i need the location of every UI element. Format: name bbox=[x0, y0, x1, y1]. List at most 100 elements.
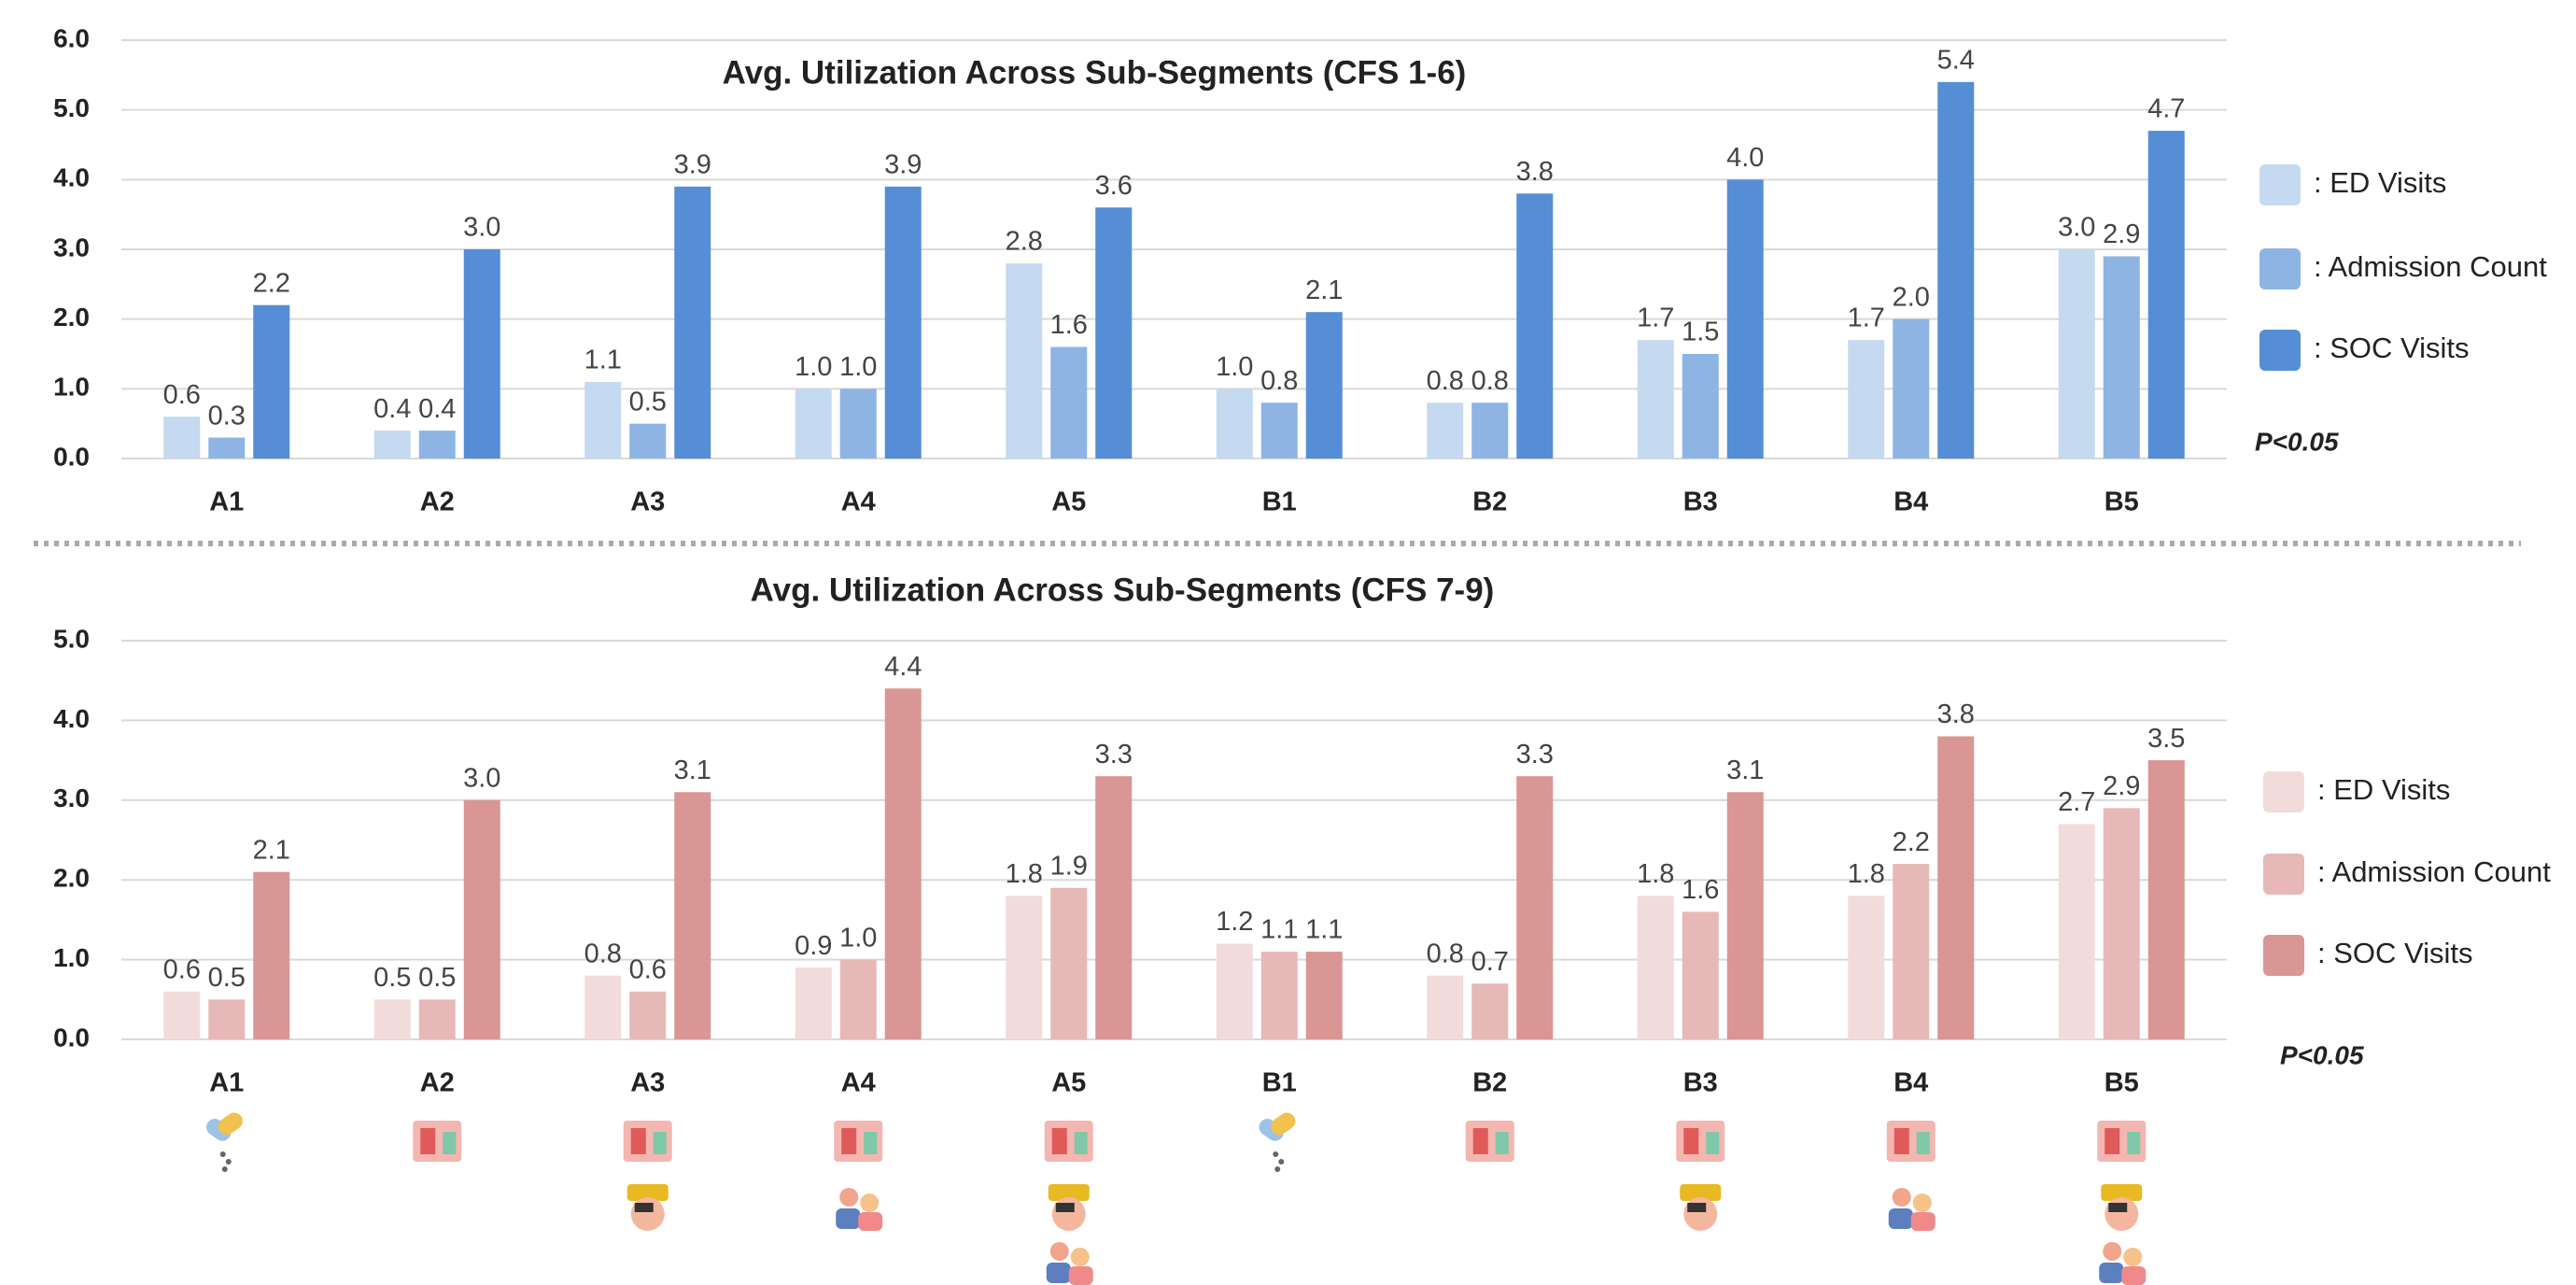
page: Avg. Utilization Across Sub-Segments (CF… bbox=[0, 0, 2576, 1285]
bar bbox=[1095, 776, 1132, 1039]
icon-part bbox=[1473, 1128, 1488, 1154]
icon-people bbox=[2099, 1242, 2146, 1285]
icon-pill bbox=[204, 1109, 246, 1172]
value-label: 0.4 bbox=[373, 394, 411, 424]
bar bbox=[419, 431, 456, 459]
value-label: 3.0 bbox=[463, 213, 500, 243]
icon-part bbox=[220, 1151, 226, 1157]
x-tick-label: A4 bbox=[841, 1068, 876, 1098]
legend-swatch bbox=[2263, 935, 2304, 976]
bar bbox=[1006, 263, 1042, 459]
icon-part bbox=[226, 1159, 232, 1165]
icon-part bbox=[2123, 1248, 2142, 1266]
value-label: 1.0 bbox=[839, 352, 877, 382]
value-label: 3.6 bbox=[1095, 171, 1133, 201]
bar bbox=[1638, 896, 1674, 1039]
icon-hosp bbox=[624, 1121, 672, 1162]
icon-part bbox=[864, 1132, 877, 1154]
icon-part bbox=[836, 1208, 860, 1229]
value-label: 3.3 bbox=[1095, 740, 1133, 770]
bar bbox=[1427, 402, 1463, 459]
bar bbox=[1306, 312, 1343, 459]
icon-hosp bbox=[1045, 1121, 1093, 1162]
value-label: 0.5 bbox=[208, 963, 246, 993]
value-label: 1.2 bbox=[1216, 907, 1253, 937]
value-label: 0.6 bbox=[163, 380, 201, 410]
icon-part bbox=[1683, 1197, 1717, 1231]
icon-face bbox=[1049, 1184, 1090, 1231]
bar bbox=[795, 388, 832, 459]
bar bbox=[1471, 402, 1508, 459]
value-label: 1.6 bbox=[1682, 875, 1719, 905]
value-label: 1.7 bbox=[1637, 304, 1674, 333]
icon-part bbox=[1075, 1132, 1088, 1154]
value-label: 2.1 bbox=[1305, 275, 1343, 305]
icon-part bbox=[1052, 1197, 1086, 1231]
icon-part bbox=[1893, 1188, 1911, 1207]
x-tick-label: A5 bbox=[1051, 487, 1086, 517]
icon-part bbox=[1278, 1159, 1284, 1165]
icon-part bbox=[1911, 1212, 1936, 1231]
value-label: 0.8 bbox=[1471, 366, 1509, 396]
x-tick-label: A2 bbox=[420, 1068, 455, 1098]
bar bbox=[374, 431, 411, 459]
x-tick-label: A4 bbox=[841, 487, 876, 517]
value-label: 0.4 bbox=[418, 394, 456, 424]
bar bbox=[795, 967, 832, 1039]
x-tick-label: B1 bbox=[1262, 487, 1297, 517]
bar bbox=[2059, 249, 2095, 459]
bar bbox=[1261, 402, 1298, 459]
legend-swatch bbox=[2263, 854, 2304, 895]
bar bbox=[1893, 864, 1929, 1039]
value-label: 3.8 bbox=[1937, 699, 1975, 729]
x-tick-label: A1 bbox=[209, 1068, 244, 1098]
bar bbox=[1848, 896, 1884, 1039]
value-label: 1.8 bbox=[1006, 859, 1043, 889]
bar bbox=[1050, 888, 1087, 1039]
value-label: 1.1 bbox=[584, 346, 622, 375]
icon-part bbox=[1047, 1263, 1071, 1283]
icon-part bbox=[1050, 1242, 1069, 1261]
annotation: P<0.05 bbox=[2280, 1040, 2364, 1069]
bar bbox=[885, 187, 922, 459]
value-label: 2.1 bbox=[253, 835, 290, 865]
bar bbox=[1682, 354, 1719, 459]
value-label: 1.0 bbox=[1216, 352, 1253, 382]
y-tick-label: 2.0 bbox=[53, 303, 90, 332]
x-tick-label: B3 bbox=[1683, 1068, 1718, 1098]
y-tick-label: 5.0 bbox=[53, 624, 90, 653]
value-label: 2.9 bbox=[2103, 771, 2140, 801]
bar bbox=[374, 999, 411, 1039]
bar bbox=[163, 417, 200, 459]
bar bbox=[629, 424, 666, 459]
bar bbox=[1516, 776, 1553, 1039]
icon-part bbox=[1052, 1128, 1067, 1154]
value-label: 0.6 bbox=[629, 954, 667, 984]
bar bbox=[163, 992, 200, 1039]
legend-swatch bbox=[2259, 248, 2301, 289]
x-tick-label: A1 bbox=[209, 487, 244, 517]
chart-title: Avg. Utilization Across Sub-Segments (CF… bbox=[723, 54, 1467, 91]
legend-label: : SOC Visits bbox=[2317, 937, 2473, 969]
icon-hosp bbox=[1887, 1121, 1936, 1162]
value-label: 0.8 bbox=[1427, 366, 1464, 396]
bar bbox=[2104, 808, 2140, 1039]
icon-face bbox=[2101, 1184, 2142, 1231]
y-tick-label: 6.0 bbox=[53, 23, 90, 52]
icon-part bbox=[2104, 1128, 2119, 1154]
x-tick-label: A2 bbox=[420, 487, 455, 517]
value-label: 1.1 bbox=[1260, 915, 1298, 945]
value-label: 1.8 bbox=[1637, 859, 1674, 889]
value-label: 4.4 bbox=[884, 652, 922, 682]
bar bbox=[1217, 388, 1253, 459]
x-tick-label: B1 bbox=[1262, 1068, 1297, 1098]
bar bbox=[2148, 131, 2185, 459]
icon-part bbox=[2121, 1266, 2146, 1285]
icon-part bbox=[631, 1197, 665, 1231]
icon-people bbox=[836, 1188, 882, 1231]
bar bbox=[840, 960, 877, 1039]
legend-label: : ED Visits bbox=[2317, 773, 2450, 806]
y-tick-label: 4.0 bbox=[53, 163, 90, 192]
icon-part bbox=[443, 1132, 456, 1154]
bar bbox=[629, 992, 666, 1039]
